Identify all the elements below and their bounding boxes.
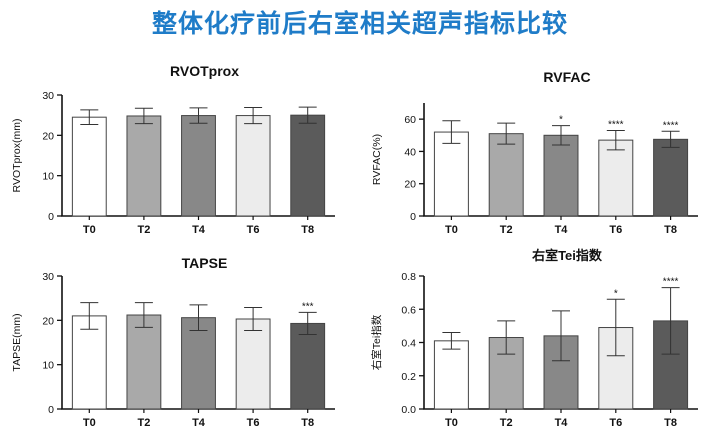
bar-t8 [653,138,689,217]
x-tick-label: T0 [445,417,458,429]
bar-t8 [290,322,326,410]
y-tick-label: 0.6 [401,304,416,316]
chart-tapse: TAPSE TAPSE(mm) 0 10 20 30 T0 T2 T4 T6 T8 *** [11,255,335,429]
y-tick-label: 60 [404,114,416,126]
bar-t2 [126,115,162,217]
y-axis-label: TAPSE(mm) [11,313,23,371]
y-tick-label: 30 [42,271,54,283]
x-tick-label: T6 [609,417,622,429]
x-tick-label: T8 [301,417,314,429]
y-tick-label: 0.2 [401,371,416,383]
x-tick-label: T4 [555,417,569,429]
significance-marker: *** [302,301,314,312]
y-tick-label: 0.8 [401,271,416,283]
y-tick-label: 20 [404,179,416,191]
y-axis-label: 右室Tei指数 [370,314,383,370]
x-tick-label: T6 [609,224,622,236]
y-axis-label: RVFAC(%) [371,134,383,185]
x-tick-label: T4 [192,417,206,429]
chart-rvfac: RVFAC RVFAC(%) 0 20 40 60 T0 T2 T4 * T6 **** T8 **** [371,69,698,236]
chart-title: RVOTprox [170,63,239,79]
bar-t2 [126,314,162,410]
y-tick-label: 0 [410,211,416,223]
significance-marker: **** [663,120,679,131]
y-tick-label: 30 [42,90,54,102]
x-tick-label: T4 [192,224,206,236]
page-title: 整体化疗前后右室相关超声指标比较 [151,9,568,38]
chart-title: 右室Tei指数 [531,248,603,263]
y-tick-label: 20 [42,315,54,327]
x-tick-label: T2 [500,224,513,236]
x-tick-label: T2 [137,417,150,429]
y-tick-label: 0 [48,211,54,223]
y-tick-label: 10 [42,171,54,183]
x-tick-label: T2 [137,224,150,236]
y-tick-label: 20 [42,130,54,142]
bar-t4 [543,134,579,217]
chart-title: TAPSE [182,255,228,271]
bar-t2 [488,133,524,217]
bar-t4 [181,317,216,410]
bar-t6 [598,139,634,217]
significance-marker: **** [663,277,679,288]
y-axis-label: RVOTprox(mm) [11,119,23,193]
y-tick-label: 10 [42,360,54,372]
x-tick-label: T6 [247,224,260,236]
bar-t0 [433,131,469,217]
bar-t6 [235,318,271,410]
bar-t6 [235,115,271,217]
bar-t0 [71,116,107,217]
x-tick-label: T4 [555,224,569,236]
x-tick-label: T0 [445,224,458,236]
x-tick-label: T6 [247,417,260,429]
x-tick-label: T0 [83,224,96,236]
x-tick-label: T0 [83,417,96,429]
y-tick-label: 0 [48,404,54,416]
x-tick-label: T2 [500,417,513,429]
x-tick-label: T8 [664,417,677,429]
y-tick-label: 40 [404,146,416,158]
chart-rvotprox: RVOTprox RVOTprox(mm) 0 10 20 30 T0 T2 T4 T6 T8 [11,63,335,236]
significance-marker: * [614,288,618,299]
x-tick-label: T8 [301,224,314,236]
bar-t4 [181,115,216,217]
chart-title: RVFAC [543,69,590,85]
bar-t8 [290,114,326,217]
y-tick-label: 0.4 [401,338,416,350]
x-tick-label: T8 [664,224,677,236]
bar-t0 [71,315,107,410]
bar-t0 [433,340,469,410]
y-tick-label: 0.0 [401,404,416,416]
significance-marker: **** [608,119,624,130]
significance-marker: * [559,115,563,126]
